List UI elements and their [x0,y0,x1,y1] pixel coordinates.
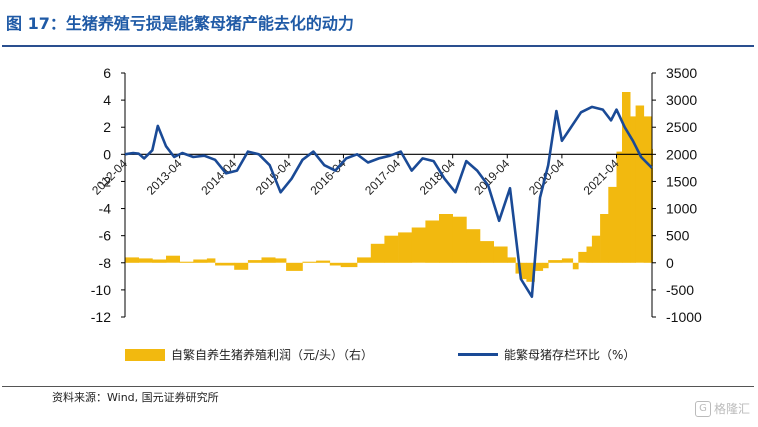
left-axis-tick-label: -8 [99,255,112,271]
left-axis-tick-label: -4 [99,201,112,217]
legend-line-label: 能繁母猪存栏环比（%） [504,348,636,362]
profit-bar [370,243,385,263]
left-axis-tick-label: -6 [99,228,112,244]
profit-bar [643,116,653,263]
profit-bar [234,262,249,270]
right-axis-tick-label: 500 [666,228,690,244]
right-axis-tick-label: 3500 [666,65,697,81]
profit-bar [425,220,440,263]
profit-bar [586,246,593,263]
x-axis-tick-label: 2013-04 [144,156,185,197]
legend-bars-swatch [125,348,165,361]
sow-inventory-line [124,105,653,298]
profit-bar [534,262,544,271]
profit-bar [493,246,508,263]
watermark-text: 格隆汇 [713,402,750,416]
profit-bar [286,262,303,271]
legend-line-swatch [458,353,498,356]
profit-bar [572,262,579,270]
profit-bar [316,260,331,263]
right-axis-tick-label: 1000 [666,201,697,217]
legend-item-line: 能繁母猪存栏环比（%） [458,346,635,363]
profit-bar [600,214,609,263]
chart-canvas: 6 4 2 0 -2 -4 -6 -8 -10 -12 3500 3000 2500 2000 1500 10… [89,65,702,325]
right-axis-tick-label: 2500 [666,119,697,135]
chart-title: 图 17：生猪养殖亏损是能繁母猪产能去化的动力 [6,14,354,33]
profit-bar [616,151,623,263]
left-axis-tick-label: -12 [91,309,111,325]
x-axis-tick-label: 2018-04 [417,156,458,197]
legend-item-bars: 自繁自养生猪养殖利润（元/头）（右） [125,346,373,363]
profit-bar [578,251,587,263]
profit-bar [384,235,399,263]
profit-bar [247,260,262,263]
profit-bar [166,255,180,263]
legend-bars-label: 自繁自养生猪养殖利润（元/头）（右） [171,348,374,362]
profit-bar [411,227,426,263]
x-axis-tick-label: 2019-04 [471,156,512,197]
profit-bar [275,258,287,263]
profit-bar [152,259,167,263]
left-axis-tick-label: 4 [103,92,111,108]
x-axis-tick-label: 2020-04 [526,156,567,197]
profit-bar [635,105,645,263]
profit-bar [329,262,341,266]
right-axis-tick-label: -500 [666,282,694,298]
profit-bar [125,257,139,263]
profit-bar [622,92,631,263]
profit-bar [526,262,535,282]
profit-bar [548,260,563,263]
profit-bar [261,257,276,263]
source-note: 资料来源：Wind, 国元证券研究所 [52,391,219,404]
profit-bar [206,258,216,263]
profit-bar [357,257,372,263]
profit-bar [398,232,413,263]
source-divider [2,386,754,387]
left-axis-tick-label: 2 [103,119,111,135]
profit-bar [591,235,601,263]
profit-bar [507,257,516,263]
left-axis-tick-label: -10 [91,282,111,298]
profit-bar [220,262,235,266]
left-axis-tick-label: -2 [99,173,112,189]
profit-bar [630,116,636,263]
profit-bar [179,261,194,263]
profit-bar [193,259,208,263]
profit-bar [561,258,574,263]
watermark-logo-icon: G [694,400,711,417]
profit-bar [302,261,317,263]
title-divider [2,45,754,47]
right-axis-tick-label: 0 [666,255,674,271]
profit-bar [608,186,617,263]
right-axis-tick-label: -1000 [666,309,702,325]
profit-bar [138,258,153,263]
right-axis-tick-label: 3000 [666,92,697,108]
profit-bar [439,214,453,263]
right-axis-tick-label: 2000 [666,146,697,162]
x-axis-tick-label: 2012-04 [89,156,130,197]
profit-bar [542,262,549,269]
left-axis-tick-label: 6 [103,65,111,81]
watermark: G 格隆汇 [694,400,750,417]
right-axis-tick-label: 1500 [666,173,697,189]
profit-bar [466,229,481,263]
profit-bar [340,262,358,268]
left-axis-tick-label: 0 [103,146,111,162]
profit-bar [452,216,467,263]
chart-legend: 自繁自养生猪养殖利润（元/头）（右） 能繁母猪存栏环比（%） [0,346,758,366]
profit-bar [520,262,527,280]
profit-bar [215,262,221,266]
profit-bar [480,241,494,263]
